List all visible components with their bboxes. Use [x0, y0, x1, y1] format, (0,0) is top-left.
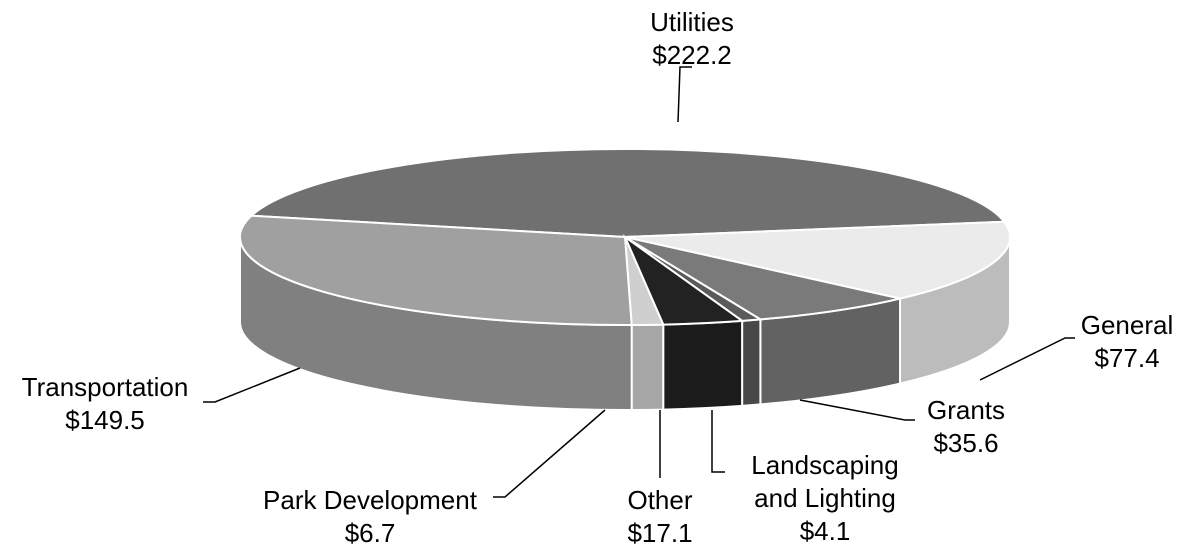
pie-side: [630, 323, 665, 411]
slice-value: $149.5: [65, 405, 145, 435]
slice-value: $4.1: [799, 516, 851, 546]
slice-label: Other: [627, 485, 693, 515]
leader-line: [493, 409, 606, 498]
leader-line: [979, 337, 1075, 381]
slice-value: $77.4: [1094, 343, 1160, 373]
pie-slice: [624, 220, 1011, 300]
pie-slice: [249, 148, 1007, 239]
slice-label: Grants: [926, 395, 1006, 425]
pie-side: [662, 319, 744, 411]
leader-line: [799, 399, 915, 421]
slice-value: $222.2: [652, 40, 732, 70]
slice-label: General: [1080, 310, 1174, 340]
leader-line: [203, 367, 301, 403]
slice-value: $17.1: [627, 518, 693, 548]
slice-value: $6.7: [344, 518, 396, 548]
slice-label: Utilities: [650, 7, 734, 37]
slice-label: Transportation: [21, 372, 189, 402]
pie-side: [741, 318, 762, 407]
leader-line: [711, 410, 725, 473]
pie-slice: [239, 214, 633, 326]
slice-label: Park Development: [263, 485, 477, 515]
leader-line: [677, 66, 692, 123]
slice-value: $35.6: [933, 428, 999, 458]
pie-slice: [624, 236, 901, 321]
slice-label: Landscaping and Lighting: [751, 450, 899, 513]
